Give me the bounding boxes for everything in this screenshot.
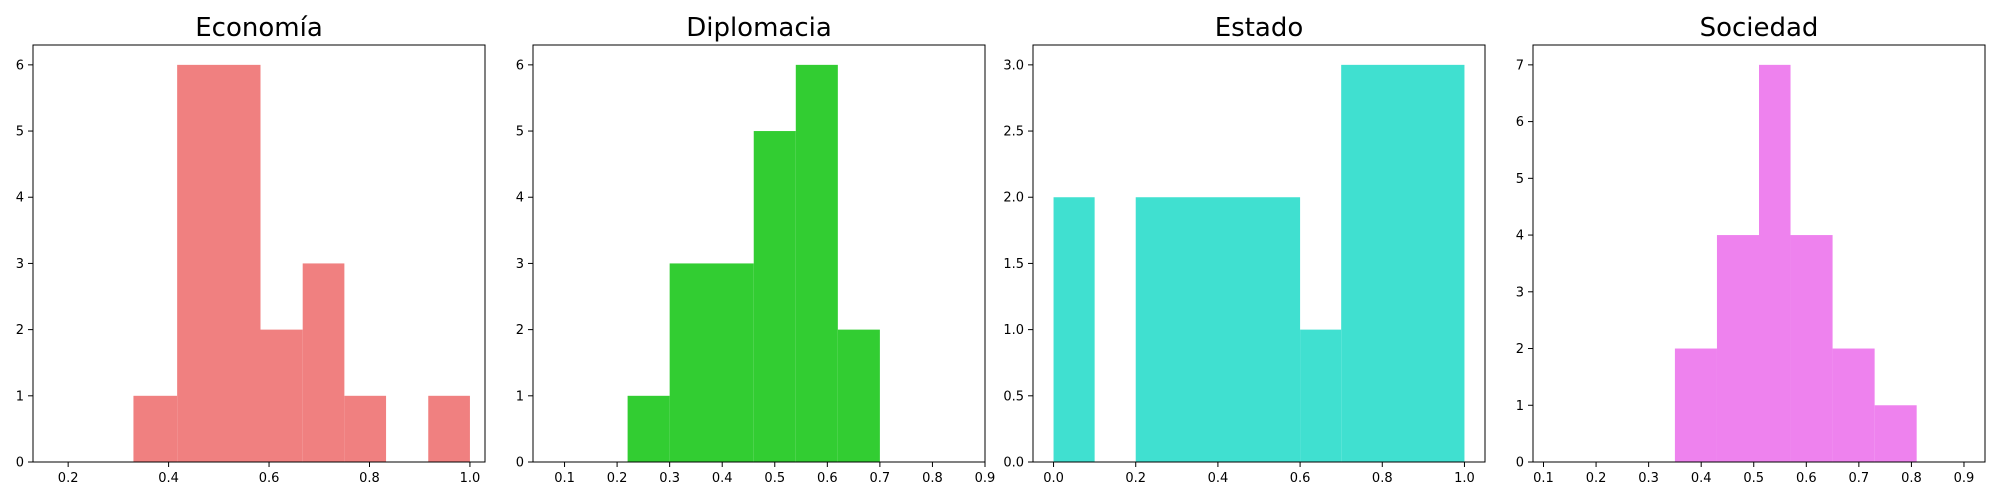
x-tick-label: 0.9 [975,471,996,486]
y-tick-label: 7 [1516,58,1524,73]
x-tick-label: 0.1 [554,471,575,486]
x-tick-label: 1.0 [1454,471,1475,486]
y-tick-label: 1 [1516,399,1524,414]
y-tick-label: 3 [1516,285,1524,300]
panel-diplomacia: 0.1 0.2 0.3 0.4 0.5 0.6 0.7 0.8 0.9 0 1 2 3 4 5 6 Diplom… [516,13,996,486]
x-tick-label: 0.2 [607,471,628,486]
chart-title: Sociedad [1700,13,1819,43]
y-tick-label: 1.0 [1003,323,1024,338]
x-tick-label: 0.2 [58,471,79,486]
y-tick-label: 2 [1516,342,1524,357]
histogram-bar [753,131,796,463]
x-tick-label: 0.2 [1586,471,1607,486]
plot-frame [1032,44,1486,463]
y-tick-label: 1 [516,389,524,404]
y-tick-label: 3.0 [1003,58,1024,73]
y-tick-label: 3 [516,257,524,272]
y-tick-label: 5 [516,125,524,140]
chart-title: Estado [1215,13,1304,43]
histogram-bar [344,395,387,462]
histogram-bar [669,263,754,462]
histogram-bar [837,329,880,462]
x-tick-label: 0.3 [1638,471,1659,486]
x-tick-label: 0.9 [1954,471,1975,486]
y-tick-label: 2.0 [1003,191,1024,206]
y-tick-label: 6 [1516,115,1524,130]
x-tick-label: 1.0 [460,471,481,486]
x-tick-label: 0.4 [1691,471,1712,486]
panel-economia: 0.2 0.4 0.6 0.8 1.0 0 1 2 3 4 5 6 Economía [16,13,486,486]
x-tick-label: 0.6 [817,471,838,486]
y-tick-label: 1 [16,389,24,404]
y-tick-label: 2 [516,323,524,338]
x-tick-label: 0.2 [1125,471,1146,486]
x-tick-label: 0.8 [1372,471,1393,486]
x-tick-label: 0.5 [1743,471,1764,486]
x-tick-label: 0.6 [1796,471,1817,486]
x-tick-label: 0.8 [359,471,380,486]
x-tick-label: 0.0 [1043,471,1064,486]
y-tick-label: 4 [516,191,524,206]
y-tick-label: 3 [16,257,24,272]
histogram-bar [1300,329,1342,462]
chart-title: Economía [195,13,323,43]
y-tick-label: 0 [1516,456,1524,471]
y-tick-label: 6 [516,58,524,73]
panel-estado: 0.0 0.2 0.4 0.6 0.8 1.0 0.0 0.5 1.0 1.5 2.0 2.5 3.0 E… [1003,13,1486,486]
histogram-bar [1759,64,1791,462]
x-tick-label: 0.3 [659,471,680,486]
x-tick-label: 0.6 [259,471,280,486]
x-tick-label: 0.7 [870,471,891,486]
y-tick-label: 0 [516,456,524,471]
histogram-bar [795,64,838,462]
y-tick-label: 0 [16,456,24,471]
y-tick-label: 6 [16,58,24,73]
y-tick-label: 4 [1516,229,1524,244]
plot-frame [32,44,486,463]
x-tick-label: 0.8 [922,471,943,486]
histogram-bar [1716,235,1759,462]
x-tick-label: 0.5 [764,471,785,486]
histogram-bar [260,329,303,462]
histogram-bar [1790,235,1833,462]
x-tick-label: 0.8 [1901,471,1922,486]
histogram-bar [1874,405,1917,462]
histogram-bar [428,395,470,462]
y-tick-label: 2 [16,323,24,338]
y-tick-label: 0.0 [1003,456,1024,471]
histogram-bar [1135,197,1301,462]
histogram-bar [1341,64,1465,462]
histogram-bar [1053,197,1095,462]
histogram-bar [627,395,670,462]
x-tick-label: 0.1 [1533,471,1554,486]
y-tick-label: 4 [16,191,24,206]
histogram-bar [1674,348,1717,462]
x-tick-label: 0.7 [1849,471,1870,486]
x-tick-label: 0.4 [158,471,179,486]
y-tick-label: 2.5 [1003,125,1024,140]
histogram-bar [302,263,345,462]
y-tick-label: 0.5 [1003,389,1024,404]
x-tick-label: 0.4 [712,471,733,486]
plot-frame [1532,44,1986,463]
plot-frame [532,44,986,463]
y-tick-label: 1.5 [1003,257,1024,272]
histogram-bar [177,64,261,462]
x-tick-label: 0.4 [1208,471,1229,486]
x-tick-label: 0.6 [1290,471,1311,486]
histogram-bar [133,395,178,462]
y-tick-label: 5 [1516,172,1524,187]
y-tick-label: 5 [16,125,24,140]
chart-title: Diplomacia [686,13,832,43]
panel-sociedad: 0.1 0.2 0.3 0.4 0.5 0.6 0.7 0.8 0.9 0 1 2 3 4 5 6 7 Socie… [1516,13,1986,486]
histogram-bar [1832,348,1875,462]
